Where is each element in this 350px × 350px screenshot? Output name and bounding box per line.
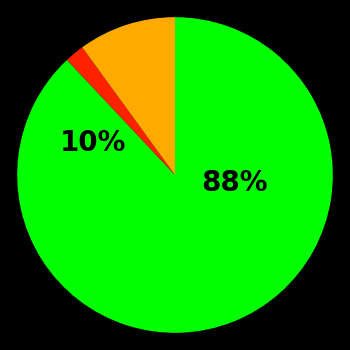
Wedge shape: [67, 47, 175, 175]
Wedge shape: [82, 17, 175, 175]
Wedge shape: [17, 17, 333, 333]
Text: 88%: 88%: [202, 169, 268, 197]
Text: 10%: 10%: [60, 130, 126, 158]
